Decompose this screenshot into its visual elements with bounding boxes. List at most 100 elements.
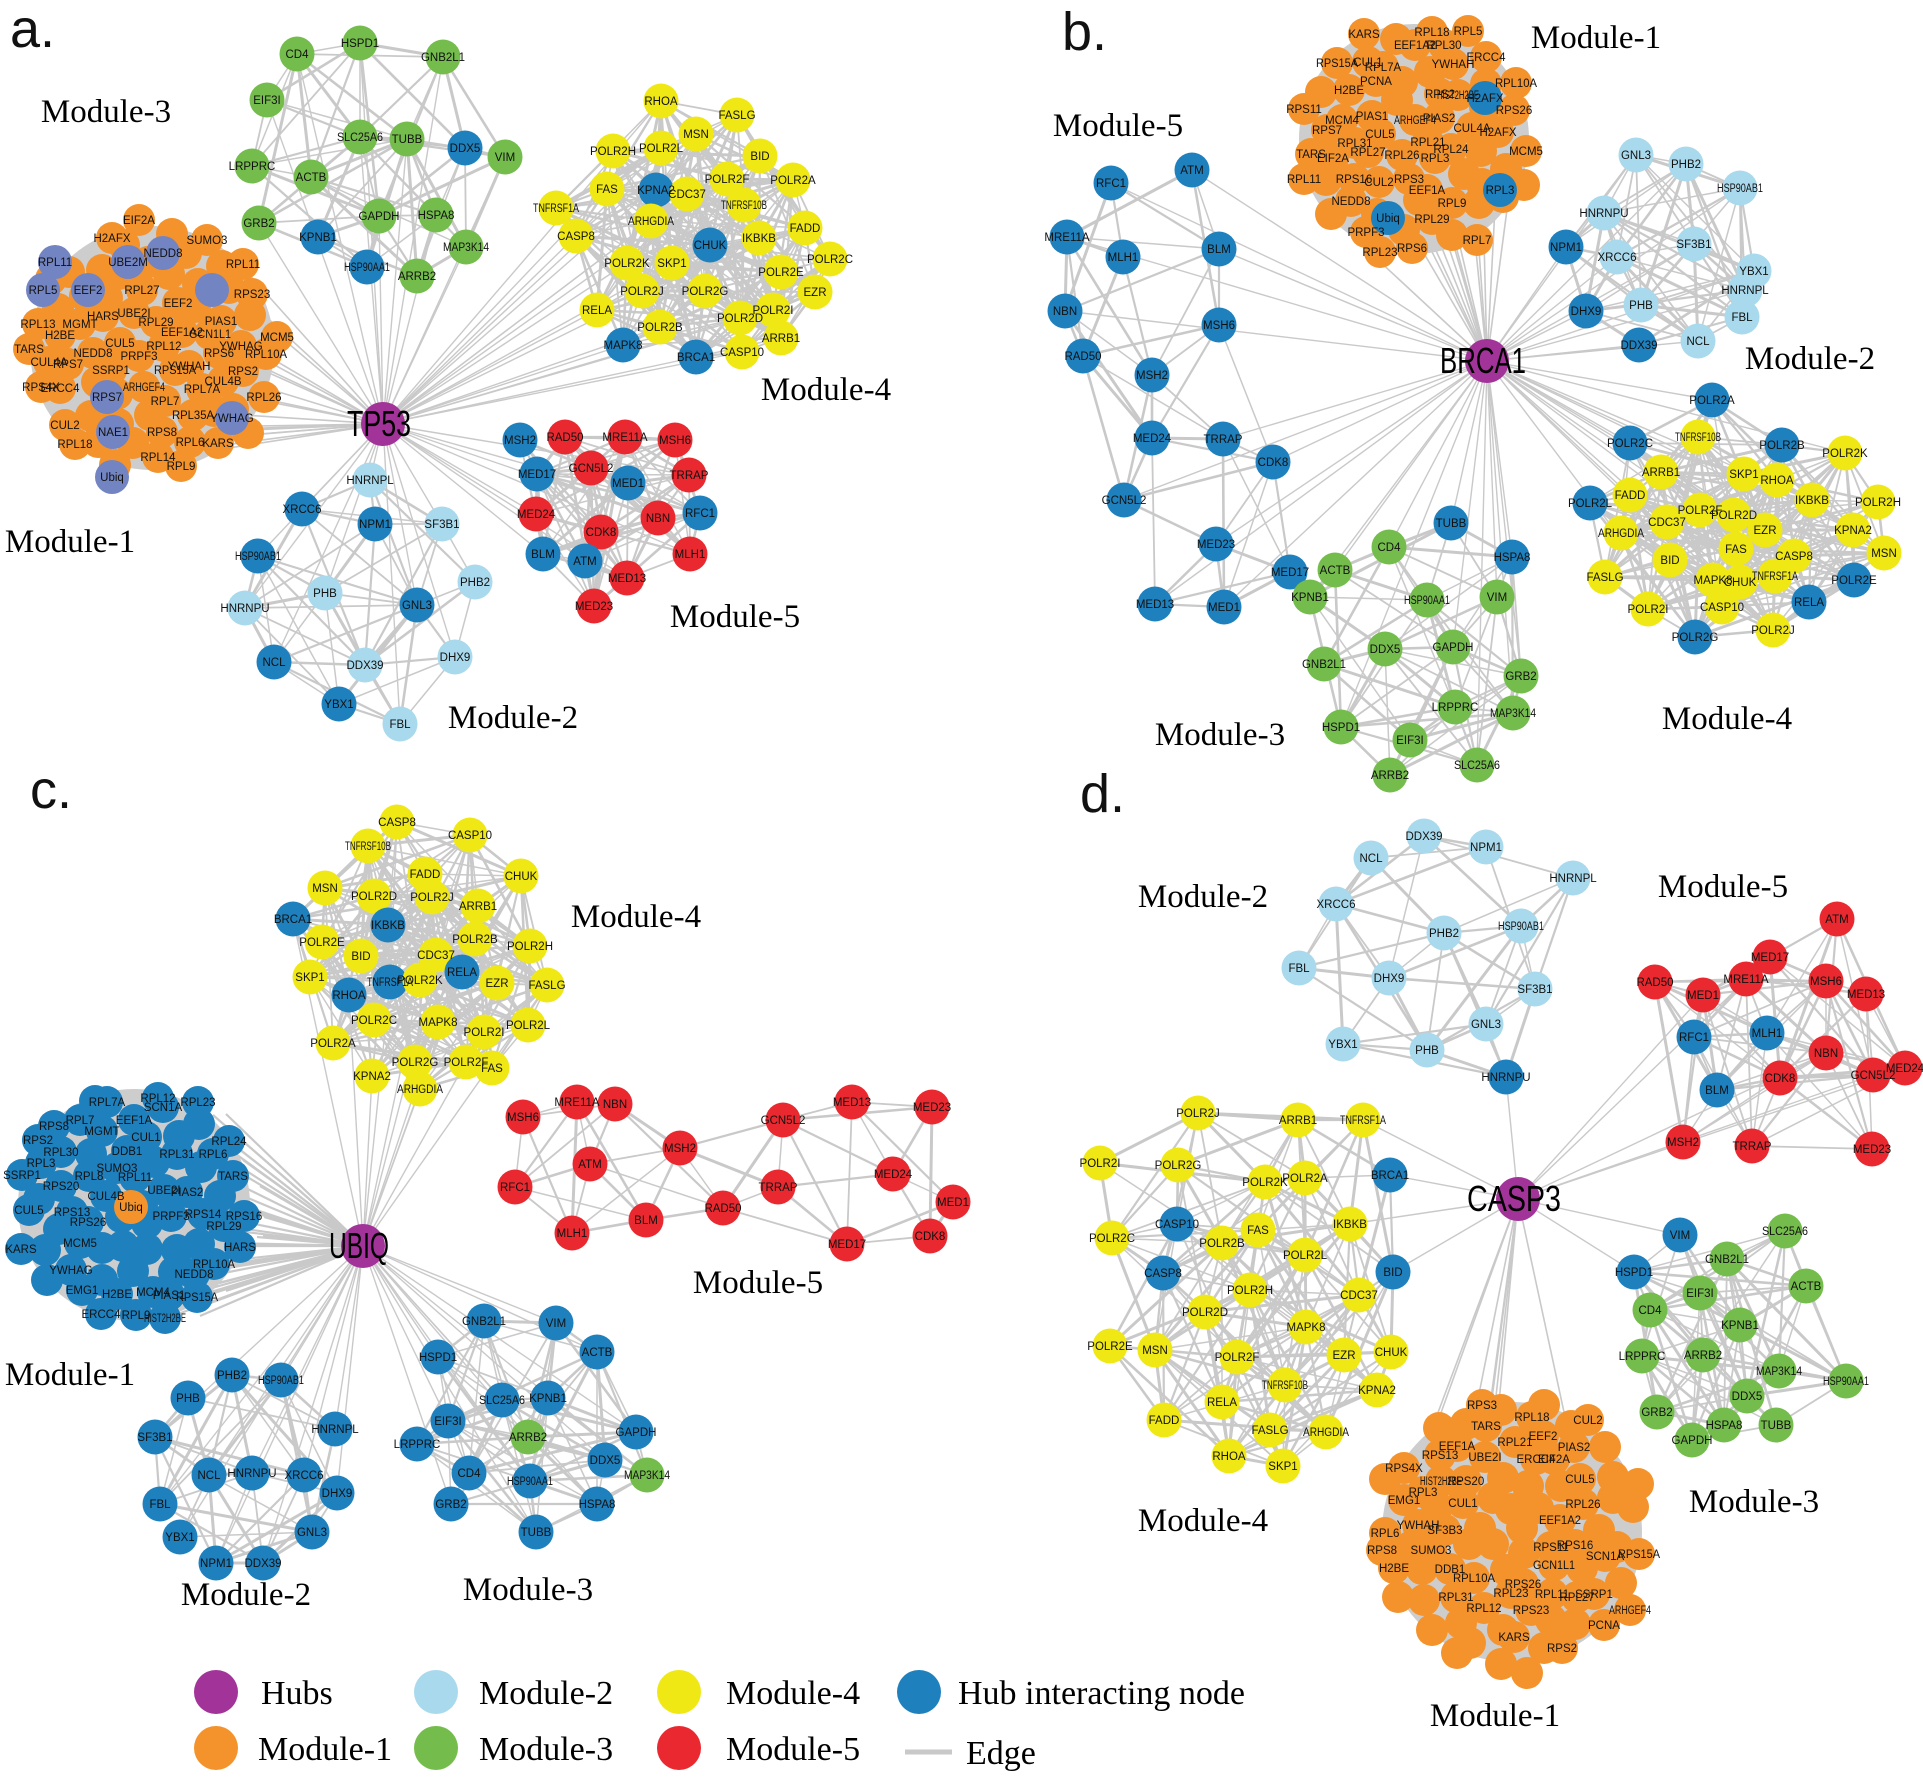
svg-text:EZR: EZR: [486, 978, 509, 990]
svg-text:HSPD1: HSPD1: [1322, 722, 1360, 734]
svg-text:MAPK8: MAPK8: [604, 340, 643, 352]
svg-text:XRCC6: XRCC6: [283, 504, 322, 516]
svg-text:H2AFX: H2AFX: [93, 233, 130, 245]
svg-text:RPL11: RPL11: [1287, 174, 1321, 186]
svg-text:YWHAH: YWHAH: [1397, 1520, 1440, 1532]
svg-text:ACTB: ACTB: [1791, 1281, 1822, 1293]
svg-text:ATM: ATM: [1825, 914, 1848, 926]
svg-text:NEDD8: NEDD8: [175, 1269, 214, 1281]
svg-text:RPL6: RPL6: [1371, 1528, 1400, 1540]
svg-text:KARS: KARS: [1498, 1632, 1530, 1644]
svg-text:SF3B1: SF3B1: [424, 519, 459, 531]
svg-text:Module-2: Module-2: [479, 1675, 613, 1712]
svg-text:BID: BID: [750, 151, 769, 163]
svg-text:RPS3: RPS3: [1394, 174, 1424, 186]
svg-text:XRCC6: XRCC6: [1317, 899, 1356, 911]
svg-text:MED23: MED23: [1853, 1144, 1891, 1156]
svg-text:SKP1: SKP1: [295, 972, 324, 984]
svg-text:MED23: MED23: [913, 1102, 951, 1114]
svg-text:DHX9: DHX9: [440, 652, 471, 664]
svg-text:RELA: RELA: [582, 305, 612, 317]
svg-text:RPS26: RPS26: [70, 1217, 106, 1229]
svg-text:RPS23: RPS23: [234, 289, 270, 301]
svg-text:RPS15A: RPS15A: [1316, 58, 1358, 70]
svg-text:POLR2H: POLR2H: [1855, 497, 1901, 509]
svg-text:CUL4B: CUL4B: [204, 376, 241, 388]
svg-text:POLR2L: POLR2L: [1283, 1250, 1328, 1262]
svg-text:MRE11A: MRE11A: [554, 1097, 599, 1109]
svg-text:POLR2J: POLR2J: [620, 286, 663, 298]
svg-text:POLR2F: POLR2F: [1215, 1352, 1260, 1364]
svg-text:MED24: MED24: [1133, 433, 1172, 445]
svg-text:MLH1: MLH1: [675, 549, 706, 561]
svg-text:Edge: Edge: [966, 1735, 1036, 1772]
svg-text:TNFRSF10B: TNFRSF10B: [721, 200, 767, 212]
svg-text:HSP90AA1: HSP90AA1: [344, 262, 390, 274]
svg-text:RPL18: RPL18: [57, 439, 92, 451]
svg-text:MAPK8: MAPK8: [1287, 1322, 1326, 1334]
svg-text:DDB1: DDB1: [112, 1146, 143, 1158]
svg-text:FASLG: FASLG: [1251, 1425, 1288, 1437]
svg-text:CUL1: CUL1: [1448, 1498, 1477, 1510]
svg-text:XRCC6: XRCC6: [285, 1470, 324, 1482]
svg-text:RAD50: RAD50: [546, 432, 583, 444]
svg-text:RHOA: RHOA: [332, 990, 366, 1002]
svg-text:CDC37: CDC37: [1648, 517, 1686, 529]
svg-text:Module-4: Module-4: [571, 899, 701, 935]
svg-text:RPL31: RPL31: [1438, 1592, 1473, 1604]
svg-text:RPL6: RPL6: [199, 1149, 228, 1161]
svg-text:RPL24: RPL24: [1433, 144, 1469, 156]
svg-text:EIF3I: EIF3I: [253, 95, 280, 107]
svg-text:GRB2: GRB2: [435, 1499, 466, 1511]
svg-text:EIF2A: EIF2A: [123, 215, 155, 227]
svg-text:HNRNPL: HNRNPL: [311, 1424, 359, 1436]
svg-text:DDX5: DDX5: [1370, 644, 1401, 656]
svg-text:RPL26: RPL26: [246, 392, 281, 404]
svg-text:POLR2K: POLR2K: [604, 258, 650, 270]
svg-text:EEF1A: EEF1A: [1439, 1441, 1476, 1453]
svg-text:FASLG: FASLG: [528, 980, 565, 992]
svg-text:GNB2L1: GNB2L1: [1705, 1254, 1749, 1266]
svg-text:Module-4: Module-4: [1138, 1503, 1268, 1539]
svg-text:RPL8: RPL8: [75, 1171, 104, 1183]
svg-text:MED23: MED23: [1197, 539, 1235, 551]
svg-text:NPM1: NPM1: [200, 1558, 232, 1570]
svg-text:ACTB: ACTB: [1320, 565, 1351, 577]
svg-text:RPS6: RPS6: [204, 348, 234, 360]
svg-text:CDK8: CDK8: [586, 527, 617, 539]
svg-text:POLR2D: POLR2D: [1711, 510, 1757, 522]
svg-text:RPL23: RPL23: [1493, 1588, 1528, 1600]
svg-text:GCN5L2: GCN5L2: [569, 463, 614, 475]
svg-text:RFC1: RFC1: [500, 1182, 530, 1194]
svg-text:TARS: TARS: [218, 1171, 248, 1183]
svg-text:DDX39: DDX39: [346, 660, 383, 672]
svg-text:POLR2L: POLR2L: [506, 1020, 551, 1032]
svg-text:KPNB1: KPNB1: [1291, 592, 1329, 604]
svg-text:MCM5: MCM5: [260, 332, 294, 344]
svg-text:PHB: PHB: [176, 1393, 200, 1405]
svg-text:RPL27: RPL27: [1350, 147, 1385, 159]
svg-text:LRPPRC: LRPPRC: [229, 161, 276, 173]
svg-text:Module-2: Module-2: [1138, 879, 1268, 915]
svg-text:HSP90AA1: HSP90AA1: [1404, 595, 1450, 607]
svg-text:POLR2C: POLR2C: [1089, 1233, 1135, 1245]
svg-text:RPL12: RPL12: [146, 341, 181, 353]
svg-text:PHB2: PHB2: [1429, 928, 1459, 940]
svg-text:RPS8: RPS8: [39, 1121, 69, 1133]
svg-text:PCNA: PCNA: [1360, 76, 1392, 88]
svg-text:H2BE: H2BE: [1334, 85, 1364, 97]
svg-text:PRPF3: PRPF3: [1347, 227, 1384, 239]
svg-text:MSN: MSN: [1142, 1345, 1168, 1357]
svg-text:Module-3: Module-3: [479, 1731, 613, 1768]
svg-text:RELA: RELA: [1794, 597, 1824, 609]
svg-text:MSN: MSN: [1871, 548, 1897, 560]
svg-text:PRPF3: PRPF3: [152, 1211, 189, 1223]
svg-text:YWHAH: YWHAH: [168, 361, 211, 373]
svg-text:RPL10A: RPL10A: [1495, 78, 1537, 90]
svg-text:RPL9: RPL9: [1438, 198, 1467, 210]
svg-text:Module-2: Module-2: [1745, 341, 1875, 377]
svg-text:EEF2: EEF2: [164, 298, 193, 310]
svg-text:MGMT: MGMT: [62, 319, 97, 331]
svg-text:ATM: ATM: [578, 1159, 601, 1171]
svg-text:d.: d.: [1080, 764, 1125, 824]
